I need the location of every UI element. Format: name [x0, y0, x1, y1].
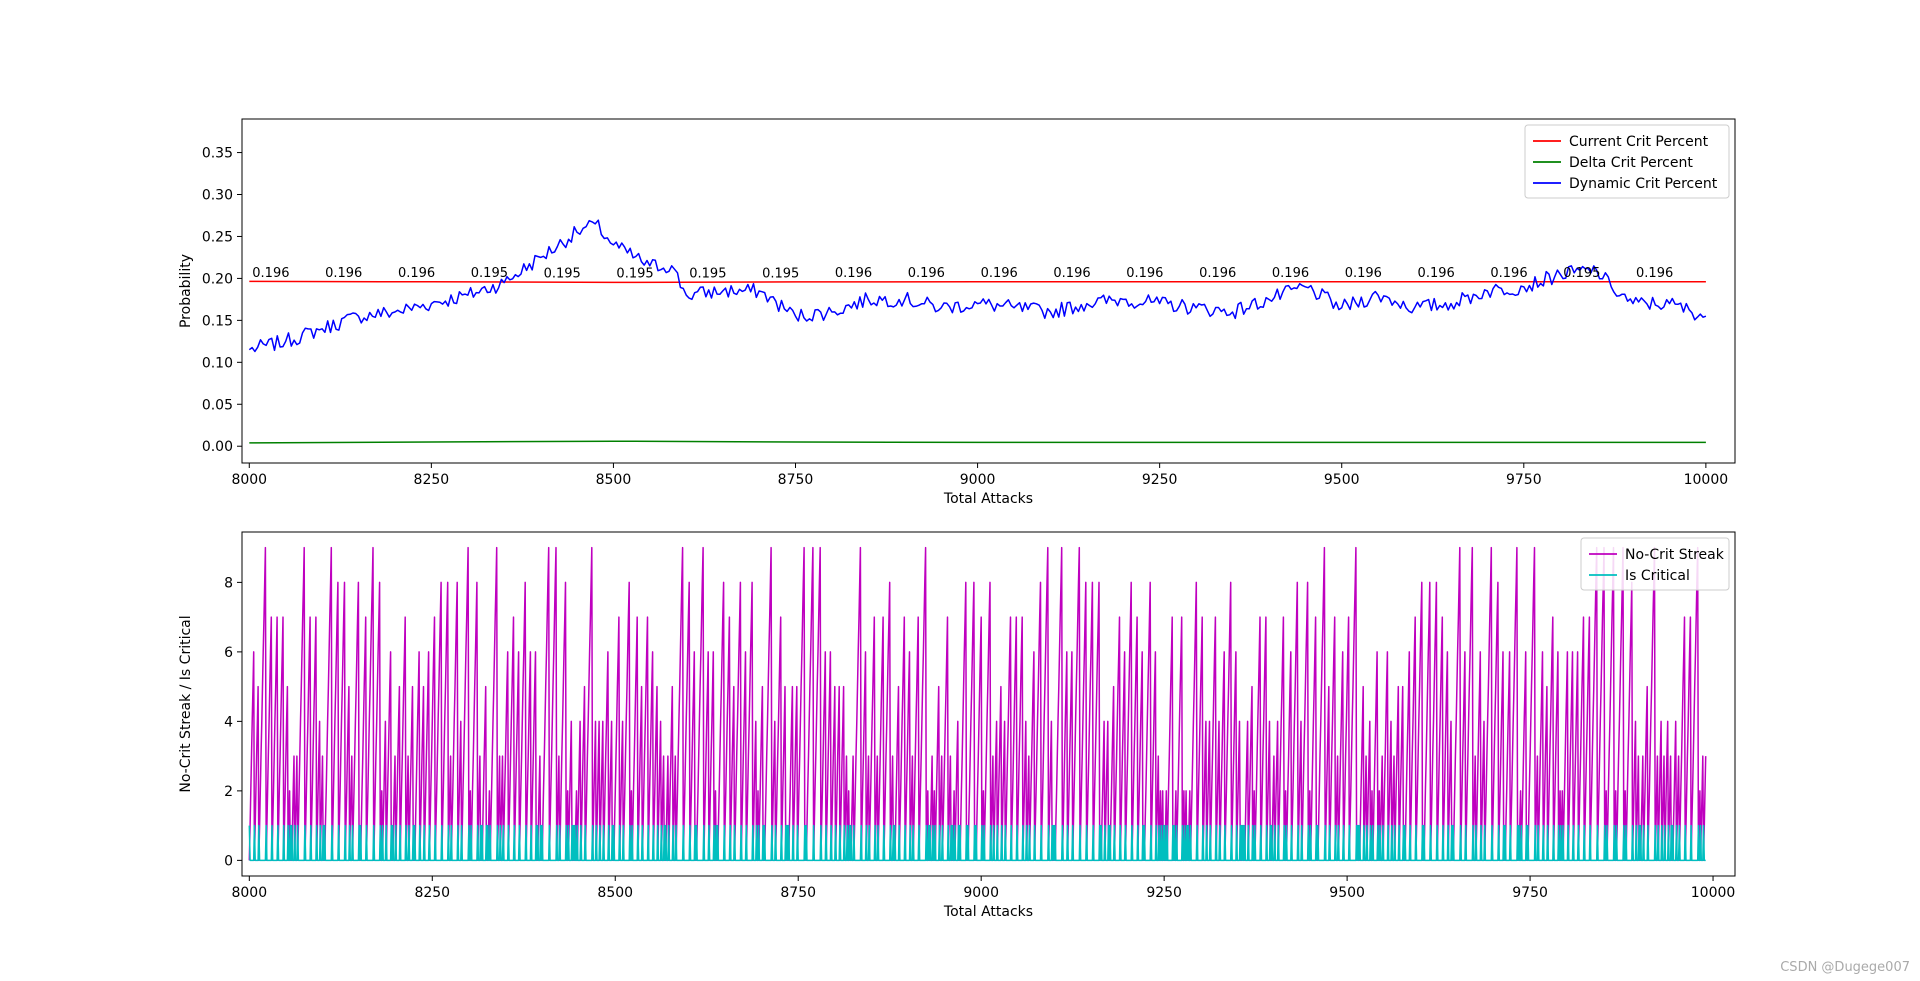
- legend-box: [1580, 537, 1730, 591]
- legend-box: [1524, 124, 1730, 199]
- series-dynamic-crit-percent: [248, 219, 1707, 353]
- x-tick-label: 8250: [414, 472, 450, 488]
- y-tick-label: 0: [224, 853, 233, 869]
- x-tick-label: 9750: [1506, 472, 1542, 488]
- x-tick-label: 9000: [960, 472, 996, 488]
- legend-entry: Delta Crit Percent: [1569, 155, 1693, 171]
- data-label: 0.195: [762, 267, 799, 282]
- data-label: 0.195: [544, 267, 581, 282]
- legend-entry: Dynamic Crit Percent: [1569, 176, 1718, 192]
- data-label: 0.196: [1272, 266, 1309, 281]
- data-label: 0.196: [1636, 266, 1673, 281]
- y-tick-label: 6: [224, 645, 233, 661]
- plot-area: 0.196 0.196 0.196 0.195 0.195 0.195 0.195 0.195…: [248, 219, 1707, 444]
- x-tick-label: 8000: [231, 472, 267, 488]
- x-tick-label: 8000: [231, 885, 267, 901]
- data-label: 0.196: [398, 266, 435, 281]
- data-label: 0.196: [325, 266, 362, 281]
- data-label: 0.195: [689, 267, 726, 282]
- y-tick-label: 0.20: [202, 271, 233, 287]
- data-label: 0.196: [835, 266, 872, 281]
- y-tick-label: 8: [224, 575, 233, 591]
- data-label: 0.196: [1199, 266, 1236, 281]
- data-label: 0.196: [981, 266, 1018, 281]
- series-delta-crit-percent: [249, 440, 1706, 444]
- chart-2: 8000 8250 8500 8750 9000 9250 9500 9750 10000 0 2 4…: [178, 531, 1736, 920]
- x-tick-label: 8500: [596, 472, 632, 488]
- x-tick-label: 10000: [1691, 885, 1736, 901]
- axes-frame: [241, 118, 1736, 464]
- y-tick-label: 0.15: [202, 313, 233, 329]
- y-tick-label: 0.05: [202, 397, 233, 413]
- data-label: 0.195: [616, 267, 653, 282]
- x-axis-label: Total Attacks: [943, 904, 1033, 920]
- data-label: 0.195: [1563, 266, 1600, 281]
- legend-entry: Is Critical: [1625, 568, 1690, 584]
- x-tick-label: 9750: [1512, 885, 1548, 901]
- y-tick-label: 4: [224, 714, 233, 730]
- data-label: 0.196: [1490, 266, 1527, 281]
- data-label: 0.196: [1126, 266, 1163, 281]
- y-axis-label: Probability: [178, 254, 194, 328]
- y-axis-label: No-Crit Streak / Is Critical: [178, 615, 194, 792]
- chart-1: 0.196 0.196 0.196 0.195 0.195 0.195 0.195 0.195…: [178, 118, 1736, 507]
- x-tick-label: 9500: [1324, 472, 1360, 488]
- y-tick-label: 0.00: [202, 439, 233, 455]
- y-tick-label: 0.30: [202, 188, 233, 204]
- y-tick-label: 0.35: [202, 146, 233, 162]
- x-tick-label: 9250: [1142, 472, 1178, 488]
- x-tick-label: 8750: [780, 885, 816, 901]
- axes-frame: [241, 531, 1736, 877]
- x-tick-label: 8250: [414, 885, 450, 901]
- legend: No-Crit Streak Is Critical: [1580, 537, 1730, 591]
- x-tick-label: 9500: [1329, 885, 1365, 901]
- x-tick-label: 8500: [597, 885, 633, 901]
- data-label: 0.196: [1418, 266, 1455, 281]
- legend: Current Crit Percent Delta Crit Percent Dy…: [1524, 124, 1730, 199]
- x-tick-label: 9250: [1146, 885, 1182, 901]
- y-tick-label: 0.25: [202, 229, 233, 245]
- legend-entry: Current Crit Percent: [1569, 134, 1709, 150]
- legend-entry: No-Crit Streak: [1625, 547, 1725, 563]
- x-axis-label: Total Attacks: [943, 491, 1033, 507]
- data-label: 0.195: [471, 266, 508, 281]
- y-tick-label: 0.10: [202, 355, 233, 371]
- data-label: 0.196: [252, 266, 289, 281]
- y-tick-label: 2: [224, 784, 233, 800]
- watermark: CSDN @Dugege007: [1780, 960, 1910, 975]
- data-label: 0.196: [1345, 266, 1382, 281]
- series-is-critical: [248, 824, 1706, 862]
- data-label: 0.196: [908, 266, 945, 281]
- x-tick-label: 9000: [963, 885, 999, 901]
- x-tick-label: 8750: [778, 472, 814, 488]
- data-label: 0.196: [1053, 266, 1090, 281]
- plot-area: [248, 546, 1707, 862]
- x-tick-label: 10000: [1684, 472, 1729, 488]
- series-no-crit-streak: [248, 546, 1707, 862]
- series-current-crit-percent: [249, 280, 1706, 284]
